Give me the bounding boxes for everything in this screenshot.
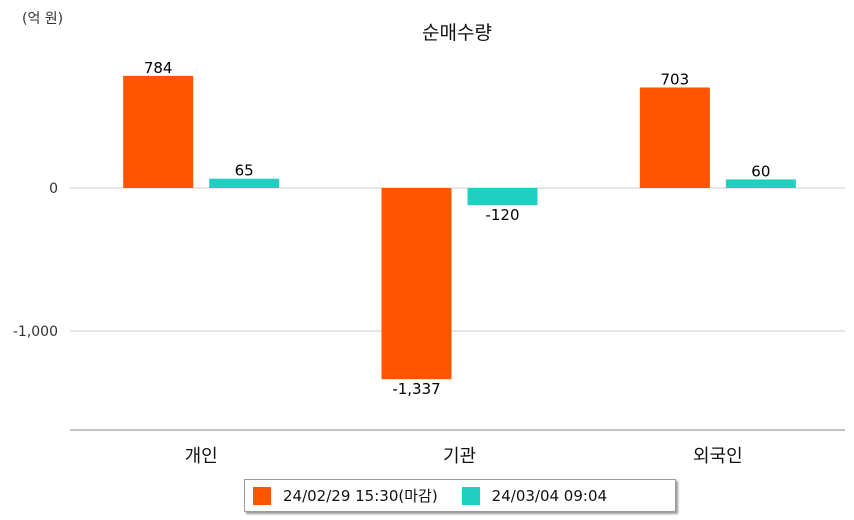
bar xyxy=(467,188,538,206)
legend-swatch-series-2 xyxy=(461,486,480,505)
bar xyxy=(123,75,194,188)
chart-area: 0 -1,000 784 65 개인 -1,337 -120 기관 703 60 외국인 xyxy=(13,59,845,467)
legend-label-series-1: 24/02/29 15:30(마감) xyxy=(283,487,438,505)
y-tick-label: -1,000 xyxy=(13,324,58,340)
legend-swatch-series-1 xyxy=(253,486,271,505)
x-tick-label: 외국인 xyxy=(693,446,743,467)
data-label: -120 xyxy=(485,206,519,224)
x-tick-label: 기관 xyxy=(443,446,476,467)
data-label: 65 xyxy=(235,162,254,180)
y-tick-label: 0 xyxy=(49,181,58,197)
bar xyxy=(381,188,452,380)
data-label: 703 xyxy=(661,70,690,88)
data-label: 60 xyxy=(751,162,770,180)
bar xyxy=(725,179,796,188)
unit-label: (억 원) xyxy=(22,11,64,27)
legend-label-series-2: 24/03/04 09:04 xyxy=(491,486,608,505)
bar xyxy=(209,178,280,188)
chart-title: 순매수량 xyxy=(422,22,492,44)
data-label: -1,337 xyxy=(392,380,440,398)
legend-item-series-2[interactable]: 24/03/04 09:04 xyxy=(461,486,608,505)
legend-item-series-1[interactable]: 24/02/29 15:30(마감) xyxy=(253,485,438,506)
data-label: 784 xyxy=(144,59,173,77)
x-tick-label: 개인 xyxy=(185,446,218,467)
legend: 24/02/29 15:30(마감) 24/03/04 09:04 xyxy=(244,479,676,512)
bar xyxy=(639,87,710,188)
